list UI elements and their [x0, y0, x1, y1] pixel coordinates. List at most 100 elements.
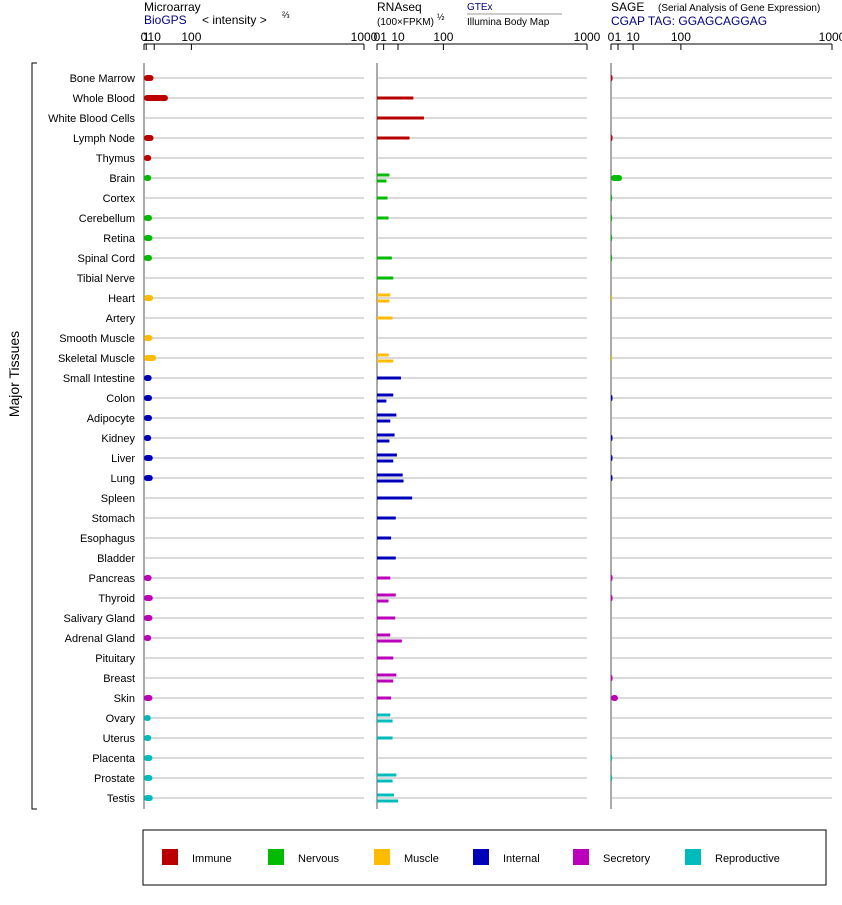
- rnaseq-gtex-bar-small-intestine: [377, 376, 401, 380]
- legend-label-immune: Immune: [192, 853, 232, 865]
- tissue-label-skeletal-muscle: Skeletal Muscle: [58, 353, 135, 365]
- tissue-label-adipocyte: Adipocyte: [87, 413, 135, 425]
- tissue-label-cortex: Cortex: [103, 193, 136, 205]
- rnaseq-gtex-bar-tibial-nerve: [377, 276, 394, 280]
- microarray-tick-label-1000: 1000: [351, 30, 378, 44]
- sage-bar-cerebellum: [611, 215, 613, 221]
- legend-swatch-muscle: [374, 849, 390, 865]
- legend-label-muscle: Muscle: [404, 853, 439, 865]
- tissue-label-pancreas: Pancreas: [89, 573, 136, 585]
- sage-bar-kidney: [611, 435, 613, 441]
- rnaseq-gtex-bar-white-blood-cells: [377, 116, 424, 120]
- tissue-label-small-intestine: Small Intestine: [63, 373, 135, 385]
- rnaseq-bodymap-bar-brain: [377, 179, 387, 183]
- tissue-label-esophagus: Esophagus: [80, 533, 136, 545]
- microarray-source: BioGPS: [144, 13, 187, 27]
- rnaseq-gtex-bar-colon: [377, 393, 394, 397]
- microarray-bar-placenta: [144, 755, 153, 761]
- microarray-bar-lymph-node: [144, 135, 154, 141]
- rnaseq-bodymap-bar-testis: [377, 799, 398, 803]
- rnaseq-gtex-bar-bladder: [377, 556, 396, 560]
- microarray-bar-uterus: [144, 735, 152, 741]
- microarray-bar-spinal-cord: [144, 255, 153, 261]
- sage-tick-label-1: 1: [615, 30, 622, 44]
- legend-swatch-nervous: [268, 849, 284, 865]
- tissue-label-ovary: Ovary: [106, 713, 136, 725]
- sage-bar-placenta: [611, 755, 613, 761]
- tissue-label-artery: Artery: [106, 313, 136, 325]
- rnaseq-bodymap-bar-prostate: [377, 779, 393, 783]
- sage-bar-liver: [611, 455, 613, 461]
- sage-bar-brain: [611, 175, 623, 181]
- tissue-label-thyroid: Thyroid: [98, 593, 135, 605]
- rnaseq-bodymap-bar-thyroid: [377, 599, 389, 603]
- tissue-label-pituitary: Pituitary: [95, 653, 135, 665]
- sage-bar-lung: [611, 475, 613, 481]
- rnaseq-gtex-bar-prostate: [377, 773, 397, 777]
- tissue-label-retina: Retina: [103, 233, 136, 245]
- tissue-label-thymus: Thymus: [96, 153, 136, 165]
- microarray-bar-thymus: [144, 155, 152, 161]
- microarray-bar-smooth-muscle: [144, 335, 153, 341]
- sage-bar-thyroid: [611, 595, 613, 601]
- microarray-bar-cerebellum: [144, 215, 153, 221]
- rnaseq-gtex-bar-ovary: [377, 713, 391, 717]
- tissue-label-white-blood-cells: White Blood Cells: [48, 113, 135, 125]
- tissue-label-tibial-nerve: Tibial Nerve: [77, 273, 135, 285]
- microarray-bar-adipocyte: [144, 415, 153, 421]
- rnaseq-gtex-bar-whole-blood: [377, 96, 414, 100]
- microarray-bar-retina: [144, 235, 153, 241]
- rnaseq-gtex-bar-breast: [377, 673, 397, 677]
- legend-swatch-reproductive: [685, 849, 701, 865]
- sage-bar-skin: [611, 695, 618, 701]
- microarray-title: Microarray: [144, 0, 201, 14]
- sage-tag-label: CGAP TAG: GGAGCAGGAG: [611, 14, 767, 28]
- microarray-bar-whole-blood: [144, 95, 168, 101]
- rnaseq-tick-label-0: 0: [374, 30, 381, 44]
- rnaseq-bodymap-bar-ovary: [377, 719, 393, 723]
- microarray-scale-power: ⅔: [282, 10, 290, 20]
- sage-bar-pancreas: [611, 575, 613, 581]
- rnaseq-gtex-bar-cerebellum: [377, 216, 389, 220]
- rnaseq-bodymap-bar-colon: [377, 399, 387, 403]
- rnaseq-source-bodymap: Illumina Body Map: [467, 17, 550, 28]
- tissue-label-bone-marrow: Bone Marrow: [70, 73, 135, 85]
- rnaseq-bodymap-bar-adrenal-gland: [377, 639, 402, 643]
- sage-bar-spinal-cord: [611, 255, 613, 261]
- tissue-label-adrenal-gland: Adrenal Gland: [65, 633, 135, 645]
- rnaseq-gtex-bar-pancreas: [377, 576, 391, 580]
- sage-tick-label-0: 0: [608, 30, 615, 44]
- rnaseq-bodymap-bar-kidney: [377, 439, 390, 443]
- sage-bar-cortex: [611, 195, 613, 201]
- legend-label-nervous: Nervous: [298, 853, 339, 865]
- tissue-label-smooth-muscle: Smooth Muscle: [59, 333, 135, 345]
- microarray-bar-brain: [144, 175, 152, 181]
- rnaseq-gtex-bar-testis: [377, 793, 394, 797]
- microarray-bar-skin: [144, 695, 153, 701]
- microarray-bar-lung: [144, 475, 153, 481]
- microarray-bar-small-intestine: [144, 375, 152, 381]
- rnaseq-gtex-bar-cortex: [377, 196, 388, 200]
- tissue-label-spleen: Spleen: [101, 493, 135, 505]
- rnaseq-gtex-bar-adrenal-gland: [377, 633, 391, 637]
- rnaseq-tick-label-10: 10: [391, 30, 405, 44]
- rnaseq-title: RNAseq: [377, 0, 422, 14]
- rnaseq-bodymap-bar-adipocyte: [377, 419, 391, 423]
- rnaseq-gtex-bar-heart: [377, 293, 391, 297]
- rnaseq-gtex-bar-thyroid: [377, 593, 396, 597]
- rnaseq-gtex-bar-brain: [377, 173, 390, 177]
- microarray-bar-colon: [144, 395, 153, 401]
- tissue-label-cerebellum: Cerebellum: [79, 213, 135, 225]
- sage-bar-retina: [611, 235, 613, 241]
- rnaseq-gtex-bar-esophagus: [377, 536, 392, 540]
- legend-swatch-internal: [473, 849, 489, 865]
- rnaseq-gtex-bar-lung: [377, 473, 403, 477]
- rnaseq-tick-label-100: 100: [433, 30, 453, 44]
- microarray-bar-skeletal-muscle: [144, 355, 157, 361]
- tissue-bracket: [31, 62, 37, 810]
- tissue-label-brain: Brain: [109, 173, 135, 185]
- tissue-label-lung: Lung: [111, 473, 135, 485]
- microarray-bar-ovary: [144, 715, 151, 721]
- legend-label-reproductive: Reproductive: [715, 853, 780, 865]
